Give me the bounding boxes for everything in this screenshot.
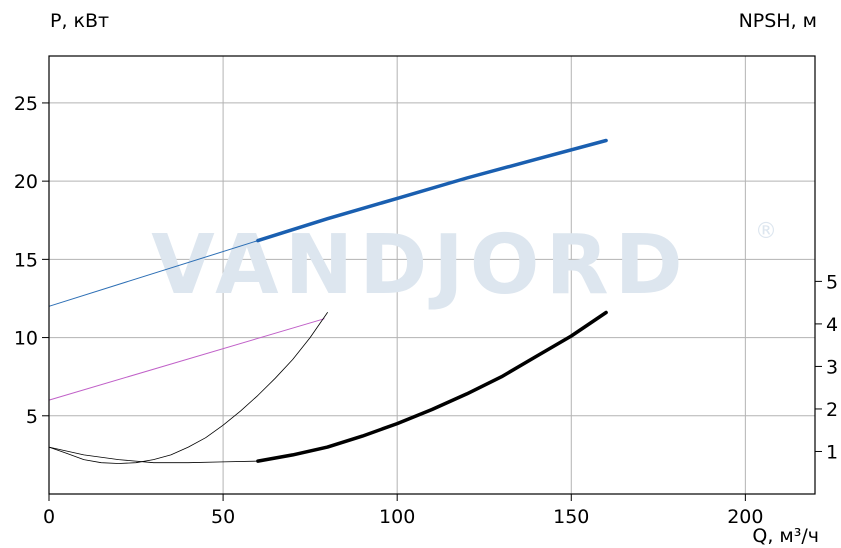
y-right-axis-label: NPSH, м	[738, 10, 817, 32]
x-tick-label: 200	[727, 506, 763, 528]
y-left-axis-label: P, кВт	[50, 10, 110, 32]
y-left-tick-label: 15	[14, 249, 38, 271]
axis-ticks: 0 50 100 150 200 5 10 15 20 25 1 2 3 4 5	[14, 93, 838, 528]
watermark: VANDJORD ®	[151, 218, 777, 313]
y-right-tick-label: 3	[826, 356, 838, 378]
x-axis-label: Q, м³/ч	[752, 525, 819, 547]
y-right-tick-label: 1	[826, 441, 838, 463]
y-left-tick-label: 20	[14, 171, 38, 193]
y-right-tick-label: 5	[826, 271, 838, 293]
plot-frame	[48, 55, 816, 495]
watermark-text: VANDJORD	[151, 218, 688, 313]
series-line-magenta	[48, 318, 325, 401]
x-tick-label: 100	[379, 506, 415, 528]
watermark-registered: ®	[755, 219, 777, 244]
series-line-parabola	[48, 312, 328, 464]
grid-lines	[49, 56, 815, 494]
series-line-npsh	[256, 310, 608, 463]
x-tick-label: 150	[553, 506, 589, 528]
y-right-tick-label: 4	[826, 314, 838, 336]
y-left-tick-label: 10	[14, 328, 38, 350]
x-tick-label: 0	[43, 506, 55, 528]
series-lines	[48, 138, 608, 464]
x-tick-label: 50	[211, 506, 235, 528]
y-right-tick-label: 2	[826, 399, 838, 421]
series-line-power_ext	[48, 240, 259, 307]
y-left-tick-label: 5	[26, 406, 38, 428]
series-line-npsh_ext	[48, 446, 259, 464]
series-line-power	[256, 138, 608, 243]
y-left-tick-label: 25	[14, 93, 38, 115]
